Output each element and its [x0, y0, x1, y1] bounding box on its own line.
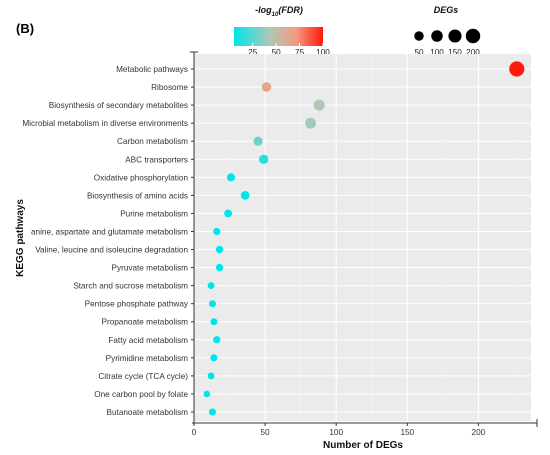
data-point	[240, 191, 250, 200]
y-tick-label: Biosynthesis of amino acids	[87, 191, 188, 200]
x-tick-label: 100	[329, 428, 343, 437]
data-point	[213, 336, 221, 344]
color-legend-tick-label: 75	[295, 48, 305, 57]
data-point	[210, 354, 218, 362]
size-legend-dot	[465, 28, 481, 44]
y-tick-label: Oxidative phosphorylation	[94, 173, 189, 182]
color-legend: -log10(FDR) 25 50 75 100	[234, 5, 330, 57]
panel-label: (B)	[16, 21, 34, 36]
color-legend-tick-label: 25	[248, 48, 258, 57]
x-axis-ticks: 0 50 100 150 200	[192, 423, 486, 437]
color-legend-tick-label: 50	[272, 48, 282, 57]
y-tick-label: Microbial metabolism in diverse environm…	[22, 119, 188, 128]
color-legend-ticks: 25 50 75 100	[248, 43, 330, 57]
data-point	[210, 318, 218, 326]
y-tick-label: Ribosome	[151, 83, 188, 92]
data-point	[226, 173, 235, 182]
y-tick-label: Valine, leucine and isoleucine degradati…	[35, 246, 188, 255]
data-point	[224, 209, 233, 218]
y-tick-label: Pentose phosphate pathway	[85, 300, 189, 309]
data-point	[305, 117, 317, 129]
y-tick-label: Carbon metabolism	[117, 137, 188, 146]
data-point	[215, 263, 224, 272]
size-legend-label: 50	[414, 48, 424, 57]
data-point	[209, 300, 216, 308]
y-tick-label: ABC transporters	[125, 155, 188, 164]
data-point	[207, 372, 215, 380]
x-tick-label: 200	[472, 428, 486, 437]
y-tick-label: Biosynthesis of secondary metabolites	[49, 101, 188, 110]
y-tick-label: Metabolic pathways	[116, 65, 188, 74]
data-point	[203, 390, 211, 398]
data-point	[209, 408, 216, 416]
plot-background	[194, 54, 531, 421]
x-tick-label: 0	[192, 428, 197, 437]
data-point	[313, 99, 325, 111]
y-tick-label: Purine metabolism	[120, 209, 188, 218]
y-tick-label: Pyrimidine metabolism	[106, 354, 189, 363]
y-tick-label: anine, aspartate and glutamate metabolis…	[31, 227, 188, 236]
data-point	[258, 154, 269, 164]
data-point	[207, 282, 215, 290]
data-point	[213, 227, 221, 236]
color-legend-tick-label: 100	[316, 48, 330, 57]
size-legend-dot	[414, 31, 424, 41]
data-point	[215, 245, 224, 254]
x-tick-label: 50	[261, 428, 271, 437]
data-point	[261, 82, 272, 92]
size-legend-label: 200	[466, 48, 480, 57]
size-legend-dot	[448, 29, 462, 43]
data-point	[509, 61, 525, 77]
y-tick-label: Starch and sucrose metabolism	[73, 282, 188, 291]
x-axis-title: Number of DEGs	[323, 440, 403, 451]
y-tick-label: Citrate cycle (TCA cycle)	[98, 372, 188, 381]
size-legend-title: DEGs	[434, 5, 459, 15]
y-tick-label: Fatty acid metabolism	[108, 336, 188, 345]
y-tick-label: One carbon pool by folate	[94, 390, 188, 399]
color-legend-title: -log10(FDR)	[255, 5, 303, 18]
data-point	[253, 136, 263, 146]
color-legend-bar	[234, 27, 323, 46]
y-axis-ticks: Metabolic pathways Ribosome Biosynthesis o…	[22, 65, 194, 417]
y-axis-title: KEGG pathways	[15, 199, 26, 277]
size-legend-items: 50 100 150 200	[414, 28, 481, 57]
x-tick-label: 150	[400, 428, 414, 437]
y-tick-label: Propanoate metabolism	[102, 318, 189, 327]
size-legend-label: 150	[448, 48, 462, 57]
y-tick-label: Pyruvate metabolism	[112, 264, 189, 273]
size-legend-label: 100	[430, 48, 444, 57]
data-points	[203, 61, 525, 416]
size-legend-dot	[431, 30, 443, 42]
size-legend: DEGs 50 100 150 200	[414, 5, 480, 57]
y-tick-label: Butanoate metabolism	[107, 408, 189, 417]
